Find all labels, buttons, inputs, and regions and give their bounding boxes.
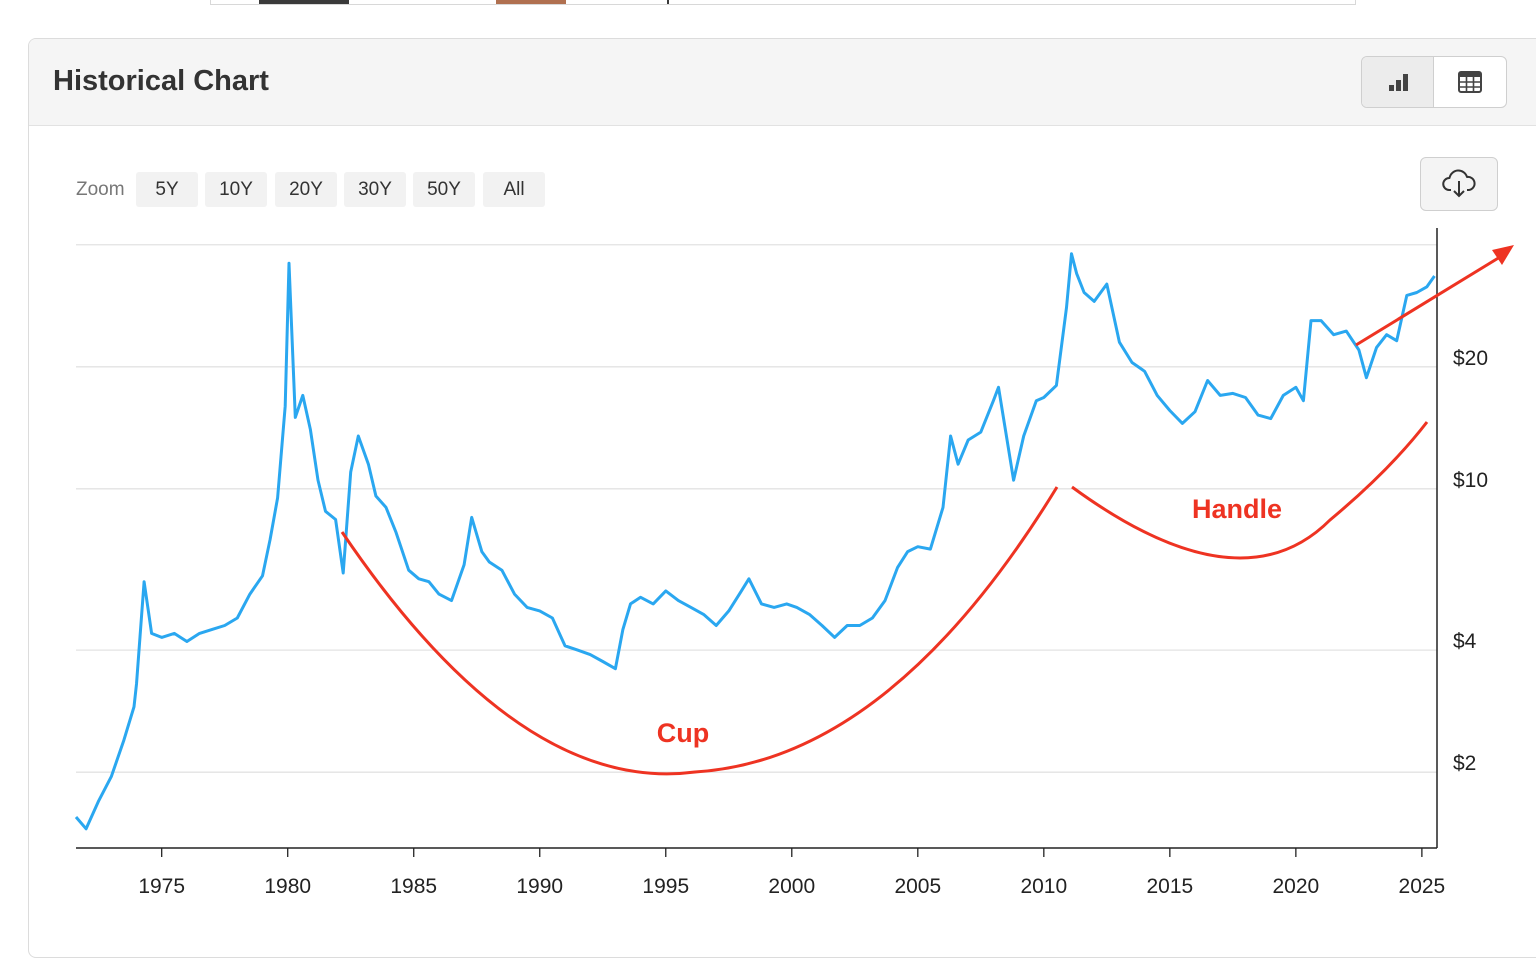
top-image-strip [210, 0, 1356, 5]
series-layer [74, 252, 1436, 831]
x-tick-label: 1985 [390, 875, 437, 898]
bar-chart-icon [1388, 74, 1408, 91]
price-series-line [74, 252, 1436, 831]
x-tick-label: 2020 [1272, 875, 1319, 898]
annotation-layer: Cup Handle [340, 245, 1514, 776]
y-tick-label: $20 [1453, 347, 1488, 370]
zoom-50y-button[interactable]: 50Y [413, 172, 475, 207]
y-tick-label: $4 [1453, 630, 1477, 653]
view-toggle [1361, 56, 1507, 108]
x-tick-label: 1975 [138, 875, 185, 898]
x-tick-label: 1995 [642, 875, 689, 898]
image-fragment [259, 0, 349, 4]
x-tick-label: 2000 [768, 875, 815, 898]
historical-chart: 1975 1980 1985 1990 1995 2000 2005 2010 2015 2020… [74, 228, 1514, 898]
image-fragment [496, 0, 566, 4]
x-tick-label: 2025 [1399, 875, 1446, 898]
x-tick-label: 1980 [264, 875, 311, 898]
table-icon [1458, 71, 1482, 93]
x-tick-label: 1990 [516, 875, 563, 898]
image-fragment [667, 0, 669, 4]
zoom-all-button[interactable]: All [483, 172, 545, 207]
handle-arc [1071, 421, 1429, 560]
x-tick-label: 2005 [894, 875, 941, 898]
trend-arrow-line [1355, 255, 1501, 347]
y-tick-label: $10 [1453, 469, 1488, 492]
table-view-button[interactable] [1434, 57, 1506, 107]
card-header: Historical Chart [29, 39, 1536, 126]
trend-arrowhead [1492, 245, 1514, 265]
zoom-label: Zoom [76, 179, 125, 200]
zoom-10y-button[interactable]: 10Y [205, 172, 267, 207]
zoom-30y-button[interactable]: 30Y [344, 172, 406, 207]
x-tick-label: 2015 [1146, 875, 1193, 898]
y-tick-label: $2 [1453, 752, 1476, 775]
cup-label: Cup [657, 718, 709, 748]
grid-layer [76, 244, 1437, 773]
zoom-20y-button[interactable]: 20Y [275, 172, 337, 207]
zoom-5y-button[interactable]: 5Y [136, 172, 198, 207]
axis-layer: 1975 1980 1985 1990 1995 2000 2005 2010 2015 2020… [76, 228, 1488, 898]
historical-chart-card: Historical Chart Zoom [28, 38, 1536, 958]
cup-arc [340, 486, 1059, 776]
download-button[interactable] [1420, 157, 1498, 211]
chart-view-button[interactable] [1362, 57, 1434, 107]
x-tick-label: 2010 [1020, 875, 1067, 898]
cloud-download-icon [1442, 169, 1476, 198]
card-title: Historical Chart [53, 65, 269, 97]
handle-label: Handle [1192, 494, 1282, 524]
